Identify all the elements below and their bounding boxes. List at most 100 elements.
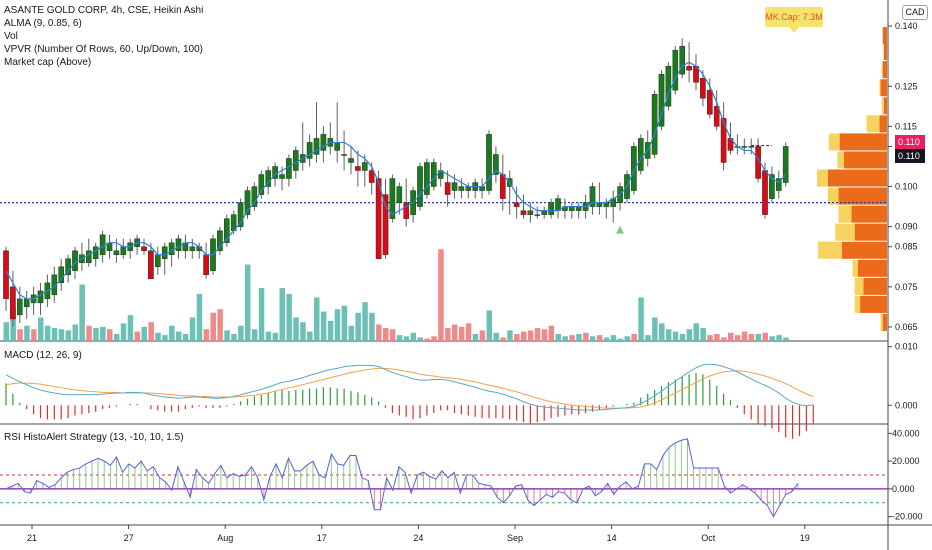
vpvr-row-up <box>828 133 840 151</box>
volume-bar <box>776 335 782 341</box>
volume-bar <box>293 317 299 341</box>
candle-body <box>189 246 196 251</box>
volume-bar <box>465 323 472 341</box>
volume-bar <box>389 329 396 341</box>
candle-body <box>486 134 492 191</box>
main-legend: ASANTE GOLD CORP, 4h, CSE, Heikin Ashi A… <box>4 4 203 69</box>
y-tick-label: 0.115 <box>895 121 917 131</box>
rsi-y-tick-label: 20.000 <box>892 456 920 466</box>
volume-bar <box>748 333 755 341</box>
candle-body <box>217 230 223 251</box>
volume-bar <box>555 333 561 341</box>
volume-bar <box>348 325 354 341</box>
candle-body <box>237 202 244 227</box>
volume-bar <box>590 336 596 341</box>
vpvr-row-up <box>827 187 839 205</box>
volume-bar <box>148 322 154 341</box>
vpvr-row-down <box>841 241 887 259</box>
candle-body <box>17 298 23 316</box>
volume-bar <box>583 332 589 341</box>
candle-body <box>396 186 403 203</box>
candle-body <box>355 166 361 171</box>
volume-bar <box>369 312 375 341</box>
volume-bar <box>182 333 189 341</box>
volume-bar <box>265 331 272 341</box>
volume-bar <box>169 325 175 341</box>
volume-bar <box>334 309 341 341</box>
volume-bar <box>728 332 734 341</box>
rsi-legend: RSI HistoAlert Strategy (13, -10, 10, 1.… <box>4 432 184 443</box>
vpvr-row-down <box>851 205 887 223</box>
candle-body <box>686 65 692 71</box>
volume-bar <box>548 325 555 341</box>
legend-line-mcap: Market cap (Above) <box>4 57 92 68</box>
candle-body <box>748 146 754 148</box>
candle-body <box>341 154 347 156</box>
y-tick-label: 0.140 <box>895 21 918 31</box>
vpvr-row-up <box>837 151 844 169</box>
x-tick-label: Aug <box>217 533 233 543</box>
volume-bar <box>686 329 693 341</box>
candle-body <box>72 250 78 271</box>
volume-bar <box>500 337 506 341</box>
candle-body <box>279 174 285 179</box>
candle-body <box>769 174 775 199</box>
vpvr-row-up <box>854 295 861 313</box>
legend-title: ASANTE GOLD CORP, 4h, CSE, Heikin Ashi <box>4 5 204 16</box>
candle-body <box>555 198 561 211</box>
volume-bar <box>79 284 85 341</box>
volume-bar <box>741 331 748 341</box>
volume-bar <box>700 328 706 341</box>
volume-bar <box>176 331 182 341</box>
vpvr-row-down <box>838 187 887 205</box>
vpvr-row-down <box>882 313 887 331</box>
candle-body <box>527 210 534 215</box>
volume-bar <box>24 325 30 341</box>
rsi-y-tick-label: 0.000 <box>892 484 915 494</box>
candle-body <box>720 118 727 163</box>
candle-body <box>707 90 713 115</box>
volume-bar <box>217 309 223 341</box>
vpvr-row-up <box>866 115 880 133</box>
y-tick-label: 0.090 <box>895 222 918 232</box>
volume-bar <box>514 333 520 341</box>
currency-button[interactable]: CAD <box>902 5 928 20</box>
volume-bar <box>44 325 51 341</box>
volume-bar <box>638 297 644 341</box>
rsi-y-tick-label: -20.000 <box>892 512 923 522</box>
market-cap-tooltip[interactable]: MK.Cap: 7.3M <box>765 7 823 33</box>
volume-bar <box>431 336 437 341</box>
volume-bar <box>562 336 568 341</box>
volume-bar <box>693 323 699 341</box>
volume-bar <box>31 329 37 341</box>
volume-bar <box>58 329 65 341</box>
rsi-y-tick-label: 40.000 <box>892 428 920 438</box>
volume-bar <box>410 332 417 341</box>
candle-body <box>403 202 410 219</box>
candle-body <box>782 146 789 183</box>
x-tick-label: 24 <box>413 533 423 543</box>
candle-body <box>679 45 685 75</box>
volume-bar <box>610 335 617 341</box>
vpvr-row-down <box>843 151 887 169</box>
vpvr-row-up <box>818 241 842 259</box>
volume-bar <box>120 323 127 341</box>
vpvr-row-down <box>882 61 887 79</box>
candle-body <box>65 258 71 276</box>
volume-bar <box>576 333 582 341</box>
candle-body <box>175 238 182 251</box>
candle-body <box>293 150 299 171</box>
macd-y-tick-label: 0.000 <box>895 400 918 410</box>
candle-body <box>313 138 320 155</box>
y-tick-label: 0.125 <box>895 81 918 91</box>
vpvr-row-up <box>879 79 881 97</box>
vpvr-row-down <box>857 259 887 277</box>
volume-bar <box>714 333 720 341</box>
candle-body <box>424 162 430 195</box>
volume-bar <box>569 335 575 341</box>
volume-bar <box>631 333 637 341</box>
volume-bar <box>721 337 727 341</box>
legend-line-vpvr: VPVR (Number Of Rows, 60, Up/Down, 100) <box>4 44 203 55</box>
candle-body <box>120 246 127 255</box>
